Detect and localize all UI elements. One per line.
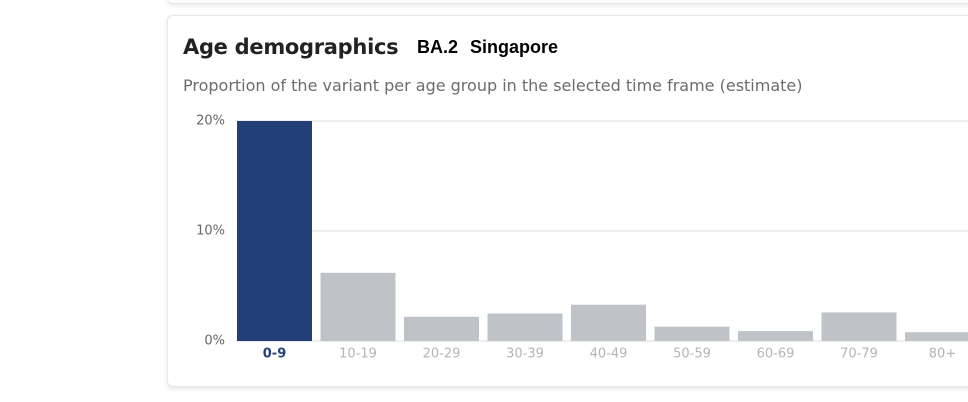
- card-subtitle: Proportion of the variant per age group …: [183, 76, 803, 95]
- y-tick-label: 20%: [196, 114, 225, 129]
- x-tick-label: 60-69: [757, 347, 795, 362]
- x-tick-label: 70-79: [840, 347, 878, 362]
- x-tick-label: 80+: [929, 347, 956, 362]
- x-tick-label: 10-19: [339, 347, 377, 362]
- bar: [404, 316, 479, 341]
- card-title: Age demographics: [183, 35, 399, 59]
- x-tick-label: 40-49: [590, 347, 628, 362]
- bar: [571, 304, 646, 341]
- bar: [654, 326, 730, 341]
- bar: [320, 272, 396, 341]
- x-tick-label: 30-39: [506, 347, 544, 362]
- bar: [905, 332, 968, 341]
- y-tick-label: 0%: [204, 334, 225, 349]
- y-tick-label: 10%: [196, 224, 225, 239]
- variant-label: BA.2: [417, 37, 459, 57]
- bar: [738, 331, 813, 341]
- x-tick-label: 50-59: [673, 347, 711, 362]
- bar: [821, 312, 897, 341]
- location-label: Singapore: [470, 37, 559, 57]
- bar: [237, 121, 312, 341]
- x-tick-label: 20-29: [423, 347, 461, 362]
- bar: [487, 313, 563, 341]
- x-tick-label: 0-9: [263, 347, 287, 362]
